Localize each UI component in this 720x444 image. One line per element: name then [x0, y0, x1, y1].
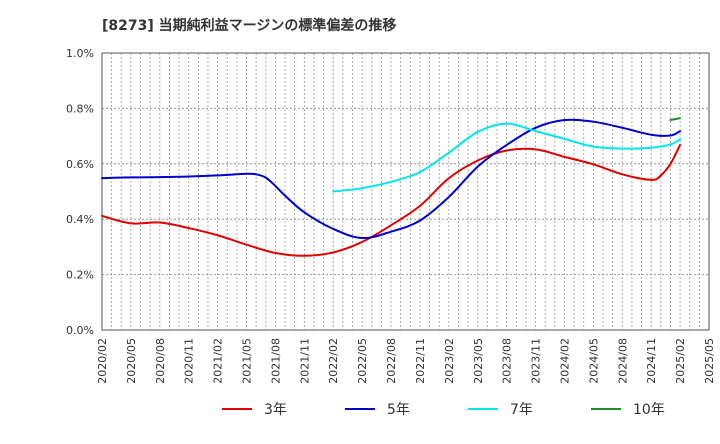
legend: 3年 5年 7年 10年 — [222, 402, 665, 418]
series-line-1 — [101, 143, 682, 257]
chart-title: [8273] 当期純利益マージンの標準偏差の推移 — [102, 17, 396, 34]
x-tick-label: 2024/08 — [616, 338, 629, 384]
grid — [101, 52, 710, 331]
x-tick-label: 2021/11 — [298, 338, 311, 384]
x-tick-label: 2020/02 — [96, 338, 109, 384]
x-tick-label: 2024/05 — [587, 338, 600, 384]
legend-label: 10年 — [633, 402, 665, 418]
y-tick-label: 0.6% — [66, 158, 94, 171]
x-tick-label: 2023/08 — [501, 338, 514, 384]
plot-area — [102, 53, 709, 330]
x-tick-label: 2022/05 — [356, 338, 369, 384]
legend-label: 7年 — [510, 402, 533, 418]
x-tick-label: 2021/02 — [212, 338, 225, 384]
x-tick-label: 2024/11 — [645, 338, 658, 384]
x-tick-label: 2023/05 — [472, 338, 485, 384]
series-lines — [101, 117, 682, 257]
legend-label: 5年 — [387, 402, 410, 418]
x-tick-label: 2023/11 — [530, 338, 543, 384]
axes: 0.0% 0.2% 0.4% 0.6% 0.8% 1.0% 2020/02 2020/05 20… — [66, 47, 716, 384]
series-line-3 — [332, 122, 682, 193]
x-tick-label: 2021/08 — [269, 338, 282, 384]
x-tick-label: 2022/02 — [327, 338, 340, 384]
series-line-4 — [669, 117, 682, 122]
x-tick-label: 2022/11 — [414, 338, 427, 384]
x-tick-label: 2025/02 — [674, 338, 687, 384]
series-line-2 — [101, 118, 682, 240]
plot-frame — [101, 52, 710, 331]
y-tick-label: 0.8% — [66, 102, 94, 115]
x-tick-label: 2022/08 — [385, 338, 398, 384]
x-tick-label: 2020/11 — [183, 338, 196, 384]
x-tick-label: 2024/02 — [558, 338, 571, 384]
x-tick-label: 2025/05 — [703, 338, 716, 384]
x-tick-label: 2023/02 — [443, 338, 456, 384]
y-tick-label: 0.4% — [66, 213, 94, 226]
y-tick-label: 0.0% — [66, 324, 94, 337]
legend-label: 3年 — [264, 402, 287, 418]
x-tick-label: 2020/05 — [125, 338, 138, 384]
y-tick-label: 0.2% — [66, 269, 94, 282]
y-tick-label: 1.0% — [66, 47, 94, 60]
x-tick-label: 2021/05 — [241, 338, 254, 384]
x-tick-label: 2020/08 — [154, 338, 167, 384]
